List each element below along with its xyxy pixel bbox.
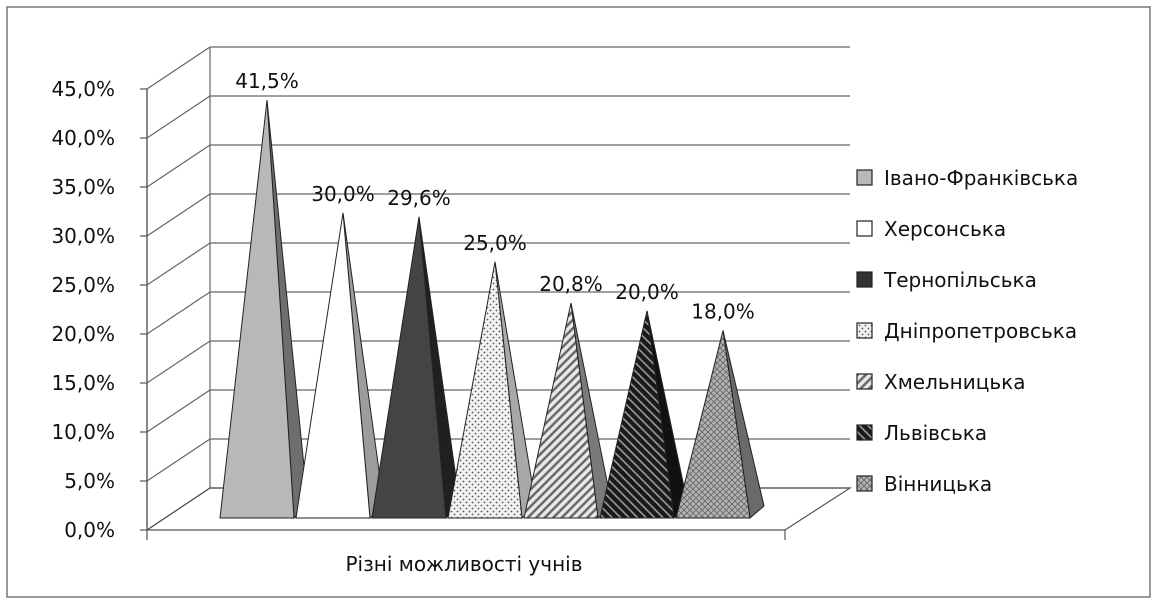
pyramid xyxy=(371,216,461,520)
legend-item: Львівська xyxy=(856,421,987,445)
pyramids xyxy=(219,100,765,520)
legend-label: Дніпропетровська xyxy=(884,319,1077,343)
legend-item: Хмельницька xyxy=(856,370,1025,394)
y-tick-label: 30,0% xyxy=(51,224,115,248)
y-tick-label: 0,0% xyxy=(64,518,115,542)
y-tick-label: 20,0% xyxy=(51,322,115,346)
gridline-side xyxy=(146,389,211,433)
legend-item: Івано-Франківська xyxy=(856,166,1078,190)
gridline-side xyxy=(146,95,211,139)
axes xyxy=(140,47,853,540)
floor xyxy=(145,487,853,531)
y-tick-label: 15,0% xyxy=(51,371,115,395)
data-labels: 41,5% 30,0% 29,6% 25,0% 20,8% 20,0% 18,0% xyxy=(235,69,755,323)
data-label: 29,6% xyxy=(387,186,451,210)
y-tick-label: 25,0% xyxy=(51,273,115,297)
legend-swatch xyxy=(856,169,873,186)
legend-item: Херсонська xyxy=(856,217,1006,241)
data-label: 18,0% xyxy=(691,300,755,324)
data-label: 30,0% xyxy=(311,182,375,206)
y-tick-label: 5,0% xyxy=(64,469,115,493)
legend-label: Херсонська xyxy=(884,217,1006,241)
legend-item: Тернопільська xyxy=(856,268,1037,292)
gridline-side xyxy=(146,144,211,188)
legend-swatch xyxy=(856,475,873,492)
pyramid xyxy=(675,330,765,519)
pyramid-front xyxy=(295,212,371,519)
legend-item: Вінницька xyxy=(856,472,992,496)
legend-label: Івано-Франківська xyxy=(884,166,1078,190)
legend-swatch xyxy=(856,220,873,237)
pyramid-front xyxy=(599,310,675,519)
data-label: 20,8% xyxy=(539,272,603,296)
legend-label: Львівська xyxy=(884,421,987,445)
legend: Івано-Франківська Херсонська Тернопільська… xyxy=(856,166,1078,496)
legend-swatch xyxy=(856,424,873,441)
pyramid-front xyxy=(523,302,599,519)
gridline-side xyxy=(146,242,211,286)
x-axis-label: Різні можливості учнів xyxy=(345,552,582,576)
pyramid-front xyxy=(447,261,523,519)
gridline-side xyxy=(146,438,211,482)
y-tick-labels: 0,0% 5,0% 10,0% 15,0% 20,0% 25,0% 30,0% 35,0% 40… xyxy=(51,77,115,542)
y-tick-label: 35,0% xyxy=(51,175,115,199)
legend-swatch xyxy=(856,373,873,390)
data-label: 25,0% xyxy=(463,231,527,255)
gridline-side xyxy=(146,291,211,335)
y-tick-label: 45,0% xyxy=(51,77,115,101)
legend-label: Тернопільська xyxy=(883,268,1037,292)
legend-item: Дніпропетровська xyxy=(856,319,1077,343)
pyramid-front xyxy=(371,216,447,519)
data-label: 20,0% xyxy=(615,280,679,304)
pyramid-front xyxy=(675,330,751,519)
pyramid-front xyxy=(219,100,295,519)
gridline-side xyxy=(146,193,211,237)
data-label: 41,5% xyxy=(235,69,299,93)
y-tick-label: 10,0% xyxy=(51,420,115,444)
gridline-side xyxy=(146,46,211,90)
legend-label: Вінницька xyxy=(884,472,992,496)
y-tick-label: 40,0% xyxy=(51,126,115,150)
legend-swatch xyxy=(856,322,873,339)
legend-swatch xyxy=(856,271,873,288)
gridline-side xyxy=(146,340,211,384)
legend-label: Хмельницька xyxy=(884,370,1025,394)
pyramid xyxy=(219,100,309,520)
